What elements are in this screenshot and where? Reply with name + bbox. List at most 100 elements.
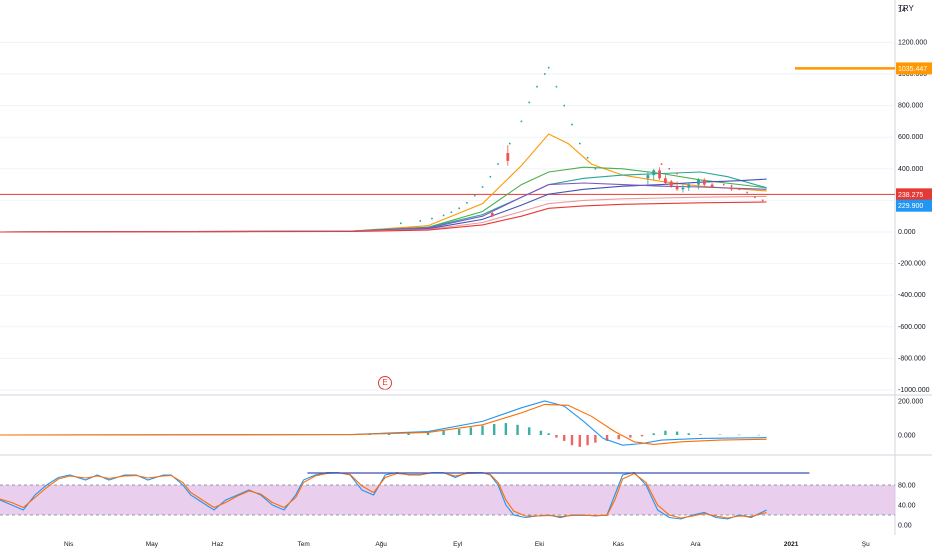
macd-histogram-bar	[757, 434, 761, 436]
candle-body[interactable]	[664, 178, 667, 184]
macd-axis-tick-label: 0.000	[898, 433, 916, 440]
macd-histogram-bar	[718, 434, 722, 435]
time-axis-tick-label: Ara	[691, 541, 702, 548]
sar-point	[489, 175, 492, 178]
macd-histogram-bar	[457, 429, 461, 435]
candle-body[interactable]	[702, 179, 706, 185]
macd-histogram-bar	[617, 435, 620, 440]
candle-body[interactable]	[697, 179, 700, 185]
rsi-axis-tick-label: 0.00	[898, 523, 912, 530]
macd-histogram-bar	[407, 432, 410, 435]
sar-point	[722, 183, 725, 186]
sar-point	[431, 217, 433, 220]
earnings-event-marker[interactable]: E	[378, 376, 392, 390]
rsi-axis-tick-label: 40.00	[898, 503, 916, 510]
price-axis-tick-label: 800.000	[898, 103, 923, 110]
macd-histogram-bar	[504, 423, 508, 435]
candle-body[interactable]	[710, 184, 714, 187]
macd-histogram-bar	[605, 435, 609, 441]
macd-axis-tick-label: 200.000	[898, 399, 923, 406]
price-badge	[896, 62, 932, 75]
price-badge-label: 229.900	[898, 203, 923, 210]
candle-body[interactable]	[687, 184, 691, 188]
macd-histogram-bar	[469, 427, 473, 435]
sar-point	[761, 199, 764, 202]
sar-point	[746, 191, 748, 194]
sar-point	[536, 85, 538, 88]
sar-point	[571, 123, 573, 126]
rsi-axis-tick-label: 80.00	[898, 483, 916, 490]
macd-histogram-bar	[539, 430, 543, 435]
candle-body[interactable]	[506, 153, 510, 161]
sar-point	[668, 168, 671, 170]
candle-body[interactable]	[658, 170, 661, 179]
sar-point	[754, 196, 756, 199]
macd-histogram-bar	[492, 423, 496, 435]
macd-histogram-bar	[555, 435, 558, 438]
macd-histogram-bar	[547, 433, 550, 435]
macd-histogram-bar	[586, 435, 589, 446]
rsi-band	[0, 485, 895, 515]
sar-point	[400, 222, 402, 225]
price-badge-label: 1035.447	[898, 66, 927, 73]
sar-point	[586, 156, 589, 159]
macd-signal-line	[0, 403, 767, 445]
macd-histogram-bar	[442, 430, 445, 435]
candle-body[interactable]	[646, 175, 650, 179]
price-axis-tick-label: 1000.000	[898, 71, 927, 78]
sar-point	[738, 188, 741, 191]
price-axis-tick-label: 0.000	[898, 229, 916, 236]
macd-histogram-bar	[629, 435, 632, 438]
macd-histogram-bar	[664, 430, 667, 435]
sar-point	[508, 142, 511, 145]
macd-histogram-bar	[426, 431, 430, 435]
macd-histogram-bar	[563, 435, 566, 441]
sar-point	[458, 207, 460, 210]
candle-body[interactable]	[669, 181, 673, 187]
macd-histogram-bar	[675, 431, 679, 435]
candle-body[interactable]	[730, 187, 733, 190]
sar-point	[563, 104, 566, 107]
moving-average-line	[0, 166, 767, 233]
moving-average-line	[0, 133, 767, 233]
sar-point	[450, 211, 453, 214]
sar-point	[543, 73, 546, 75]
moving-average-line	[0, 195, 767, 233]
sar-point	[579, 142, 581, 145]
price-axis-tick-label: -800.000	[898, 355, 926, 362]
candle-body[interactable]	[652, 170, 656, 176]
time-axis-tick-label: Tem	[298, 541, 310, 548]
macd-histogram-bar	[387, 433, 391, 435]
price-axis-tick-label: -400.000	[898, 292, 926, 299]
macd-histogram-bar	[699, 434, 702, 435]
sar-point	[660, 163, 663, 165]
sar-point	[473, 194, 476, 197]
price-axis-tick-label: -200.000	[898, 261, 926, 268]
sar-point	[555, 85, 558, 88]
candle-body[interactable]	[681, 187, 685, 190]
macd-line	[0, 400, 767, 446]
time-axis-tick-label: Kas	[613, 541, 625, 548]
sar-point	[528, 101, 531, 104]
macd-histogram-bar	[481, 425, 484, 435]
candle-body[interactable]	[490, 213, 494, 217]
macd-histogram-bar	[570, 435, 574, 446]
sar-point	[520, 120, 523, 123]
time-axis-tick-label: Eki	[535, 541, 544, 548]
candle-body[interactable]	[675, 186, 679, 190]
time-axis-tick-label: May	[146, 541, 159, 548]
sar-point	[547, 66, 550, 69]
sar-point	[442, 214, 445, 217]
macd-histogram-bar	[594, 435, 597, 443]
time-axis-tick-label: Şu	[862, 541, 870, 548]
moving-average-line	[0, 182, 767, 233]
macd-histogram-bar	[687, 433, 690, 435]
time-axis-tick-label: 2021	[784, 541, 799, 548]
macd-histogram-bar	[528, 427, 531, 435]
sar-point	[466, 201, 468, 204]
sar-point	[419, 220, 422, 222]
time-axis-tick-label: Ağu	[375, 541, 387, 548]
macd-histogram-bar	[652, 433, 655, 435]
moving-average-line	[0, 171, 767, 233]
